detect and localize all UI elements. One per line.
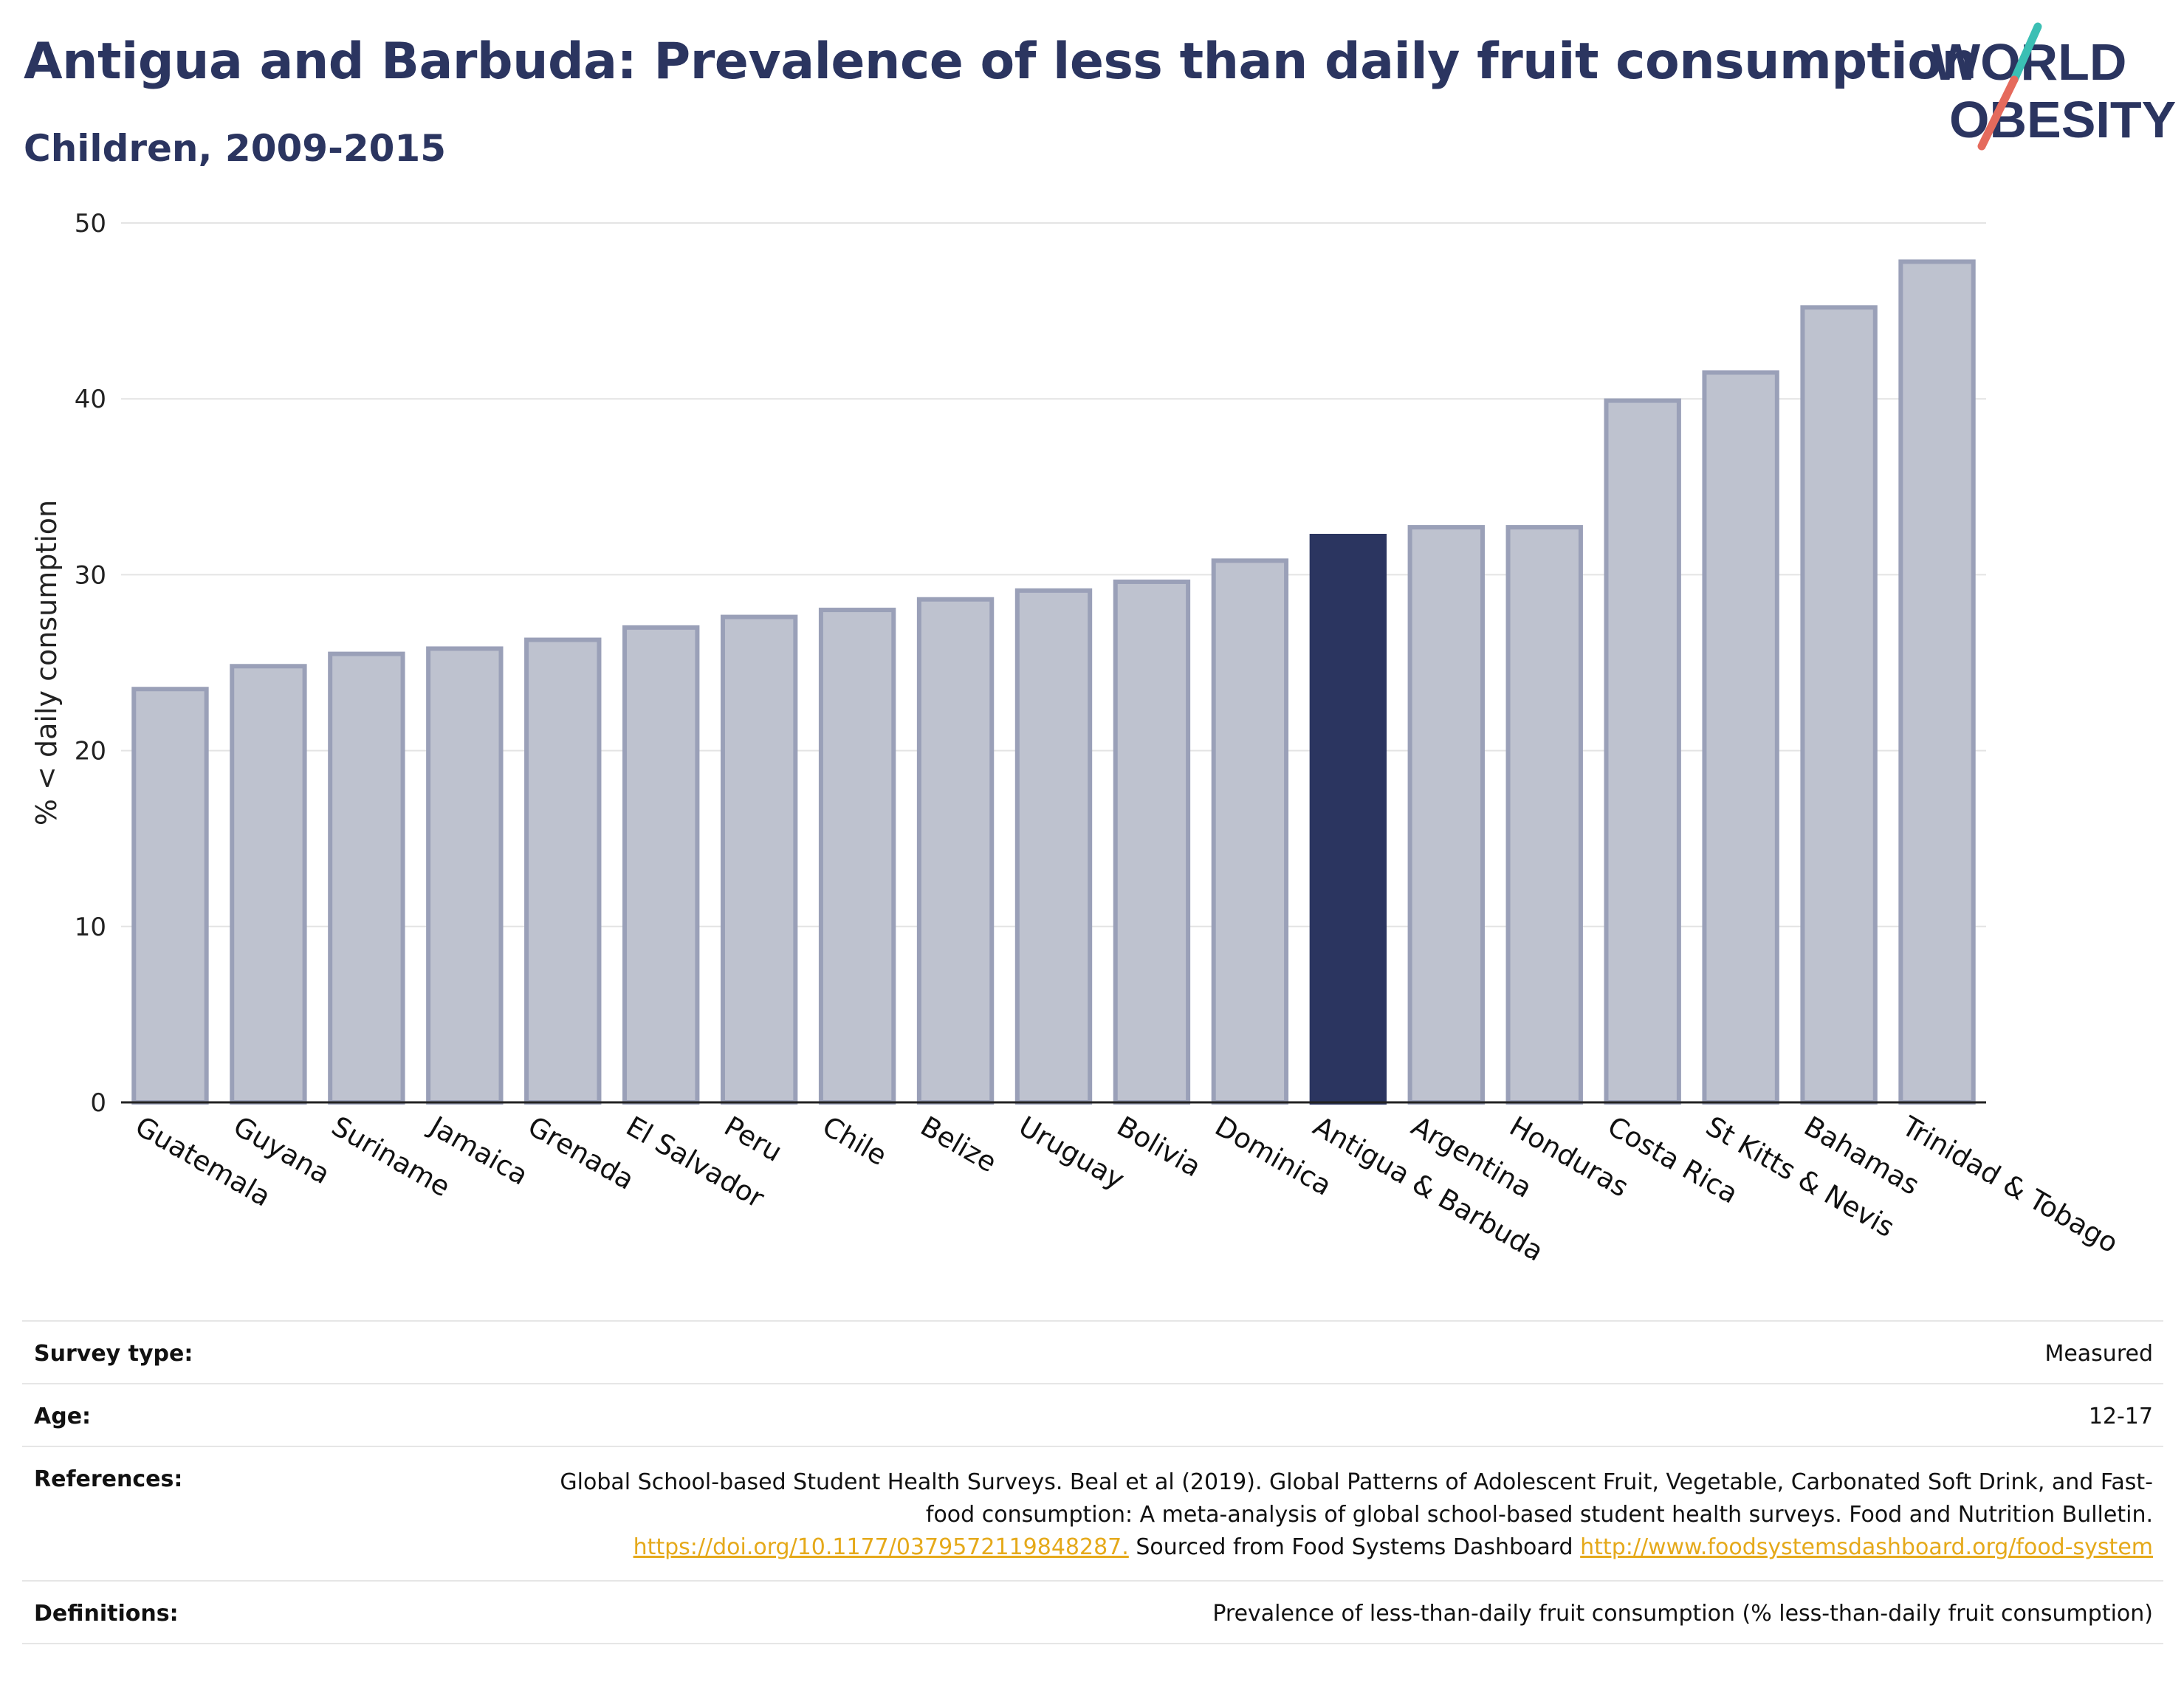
bar bbox=[1309, 533, 1387, 1105]
bar bbox=[1505, 525, 1583, 1105]
bar bbox=[1604, 398, 1681, 1105]
x-tick-label: Trinidad & Tobago bbox=[1896, 1110, 2123, 1260]
bar bbox=[818, 608, 896, 1105]
y-tick-label: 30 bbox=[75, 560, 106, 590]
references-value: Global School-based Student Health Surve… bbox=[543, 1466, 2153, 1564]
definitions-value: Prevalence of less-than-daily fruit cons… bbox=[1212, 1601, 2153, 1627]
world-obesity-logo: WORLD OBESITY bbox=[1931, 22, 2176, 151]
bar bbox=[1898, 259, 1976, 1105]
definitions-row: Definitions: Prevalence of less-than-dai… bbox=[22, 1580, 2163, 1644]
bar bbox=[328, 651, 405, 1105]
y-tick-label: 50 bbox=[75, 209, 106, 238]
bar bbox=[1113, 579, 1191, 1105]
y-tick-label: 40 bbox=[75, 385, 106, 414]
age-row: Age: 12-17 bbox=[22, 1383, 2163, 1446]
references-row: References: Global School-based Student … bbox=[22, 1446, 2163, 1580]
bar bbox=[426, 646, 504, 1105]
survey-type-value: Measured bbox=[2044, 1341, 2153, 1367]
bar bbox=[1211, 558, 1289, 1105]
x-tick-label: Grenada bbox=[523, 1110, 639, 1196]
x-tick-label: Chile bbox=[817, 1110, 893, 1173]
age-label: Age: bbox=[34, 1404, 92, 1429]
bar bbox=[1800, 305, 1878, 1105]
info-table: Survey type: Measured Age: 12-17 Referen… bbox=[22, 1320, 2163, 1644]
references-label: References: bbox=[34, 1466, 183, 1492]
references-text: Global School-based Student Health Surve… bbox=[560, 1469, 2153, 1528]
bar bbox=[131, 687, 209, 1105]
bar bbox=[916, 597, 995, 1105]
y-axis-label: % < daily consumption bbox=[30, 500, 63, 825]
page-subtitle: Children, 2009-2015 bbox=[24, 127, 446, 170]
y-tick-label: 0 bbox=[90, 1088, 106, 1118]
logo-coral-slash bbox=[1977, 75, 2019, 151]
x-tick-label: Uruguay bbox=[1014, 1110, 1130, 1196]
bar bbox=[1014, 588, 1093, 1105]
age-value: 12-17 bbox=[2088, 1404, 2153, 1429]
page-title: Antigua and Barbuda: Prevalence of less … bbox=[24, 32, 1977, 91]
references-source-text: Sourced from Food Systems Dashboard bbox=[1136, 1534, 1573, 1560]
bar bbox=[720, 614, 798, 1105]
food-systems-dashboard-link[interactable]: http://www.foodsystemsdashboard.org/food… bbox=[1580, 1534, 2153, 1560]
survey-type-label: Survey type: bbox=[34, 1341, 193, 1367]
bar bbox=[1407, 525, 1485, 1105]
y-tick-label: 20 bbox=[75, 737, 106, 766]
bar bbox=[1702, 370, 1779, 1105]
bar bbox=[622, 625, 700, 1105]
survey-type-row: Survey type: Measured bbox=[22, 1320, 2163, 1383]
definitions-label: Definitions: bbox=[34, 1601, 179, 1627]
x-tick-label: Peru bbox=[719, 1110, 788, 1168]
bar bbox=[524, 637, 602, 1105]
bar bbox=[230, 664, 307, 1105]
logo-teal-slash bbox=[2010, 22, 2042, 84]
x-tick-label: Belize bbox=[916, 1110, 1003, 1179]
y-tick-label: 10 bbox=[75, 913, 106, 942]
doi-link[interactable]: https://doi.org/10.1177/0379572119848287… bbox=[633, 1534, 1129, 1560]
